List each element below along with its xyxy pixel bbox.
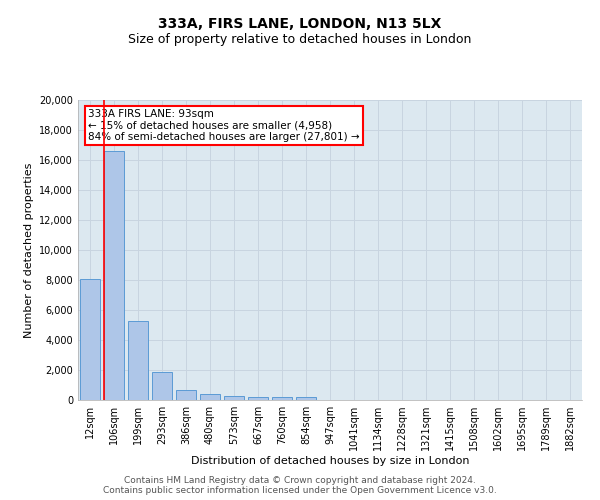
Bar [224, 396, 244, 400]
Bar [80, 278, 100, 400]
Bar [200, 394, 220, 400]
Bar [104, 151, 124, 400]
Text: Size of property relative to detached houses in London: Size of property relative to detached ho… [128, 32, 472, 46]
Bar [248, 396, 268, 400]
Text: Contains HM Land Registry data © Crown copyright and database right 2024.: Contains HM Land Registry data © Crown c… [124, 476, 476, 485]
Bar [128, 320, 148, 400]
Bar [176, 390, 196, 400]
Y-axis label: Number of detached properties: Number of detached properties [24, 162, 34, 338]
Text: 333A, FIRS LANE, LONDON, N13 5LX: 333A, FIRS LANE, LONDON, N13 5LX [158, 18, 442, 32]
Bar [272, 397, 292, 400]
Bar [296, 398, 316, 400]
Text: Contains public sector information licensed under the Open Government Licence v3: Contains public sector information licen… [103, 486, 497, 495]
Bar [152, 372, 172, 400]
Text: 333A FIRS LANE: 93sqm
← 15% of detached houses are smaller (4,958)
84% of semi-d: 333A FIRS LANE: 93sqm ← 15% of detached … [88, 109, 360, 142]
X-axis label: Distribution of detached houses by size in London: Distribution of detached houses by size … [191, 456, 469, 466]
